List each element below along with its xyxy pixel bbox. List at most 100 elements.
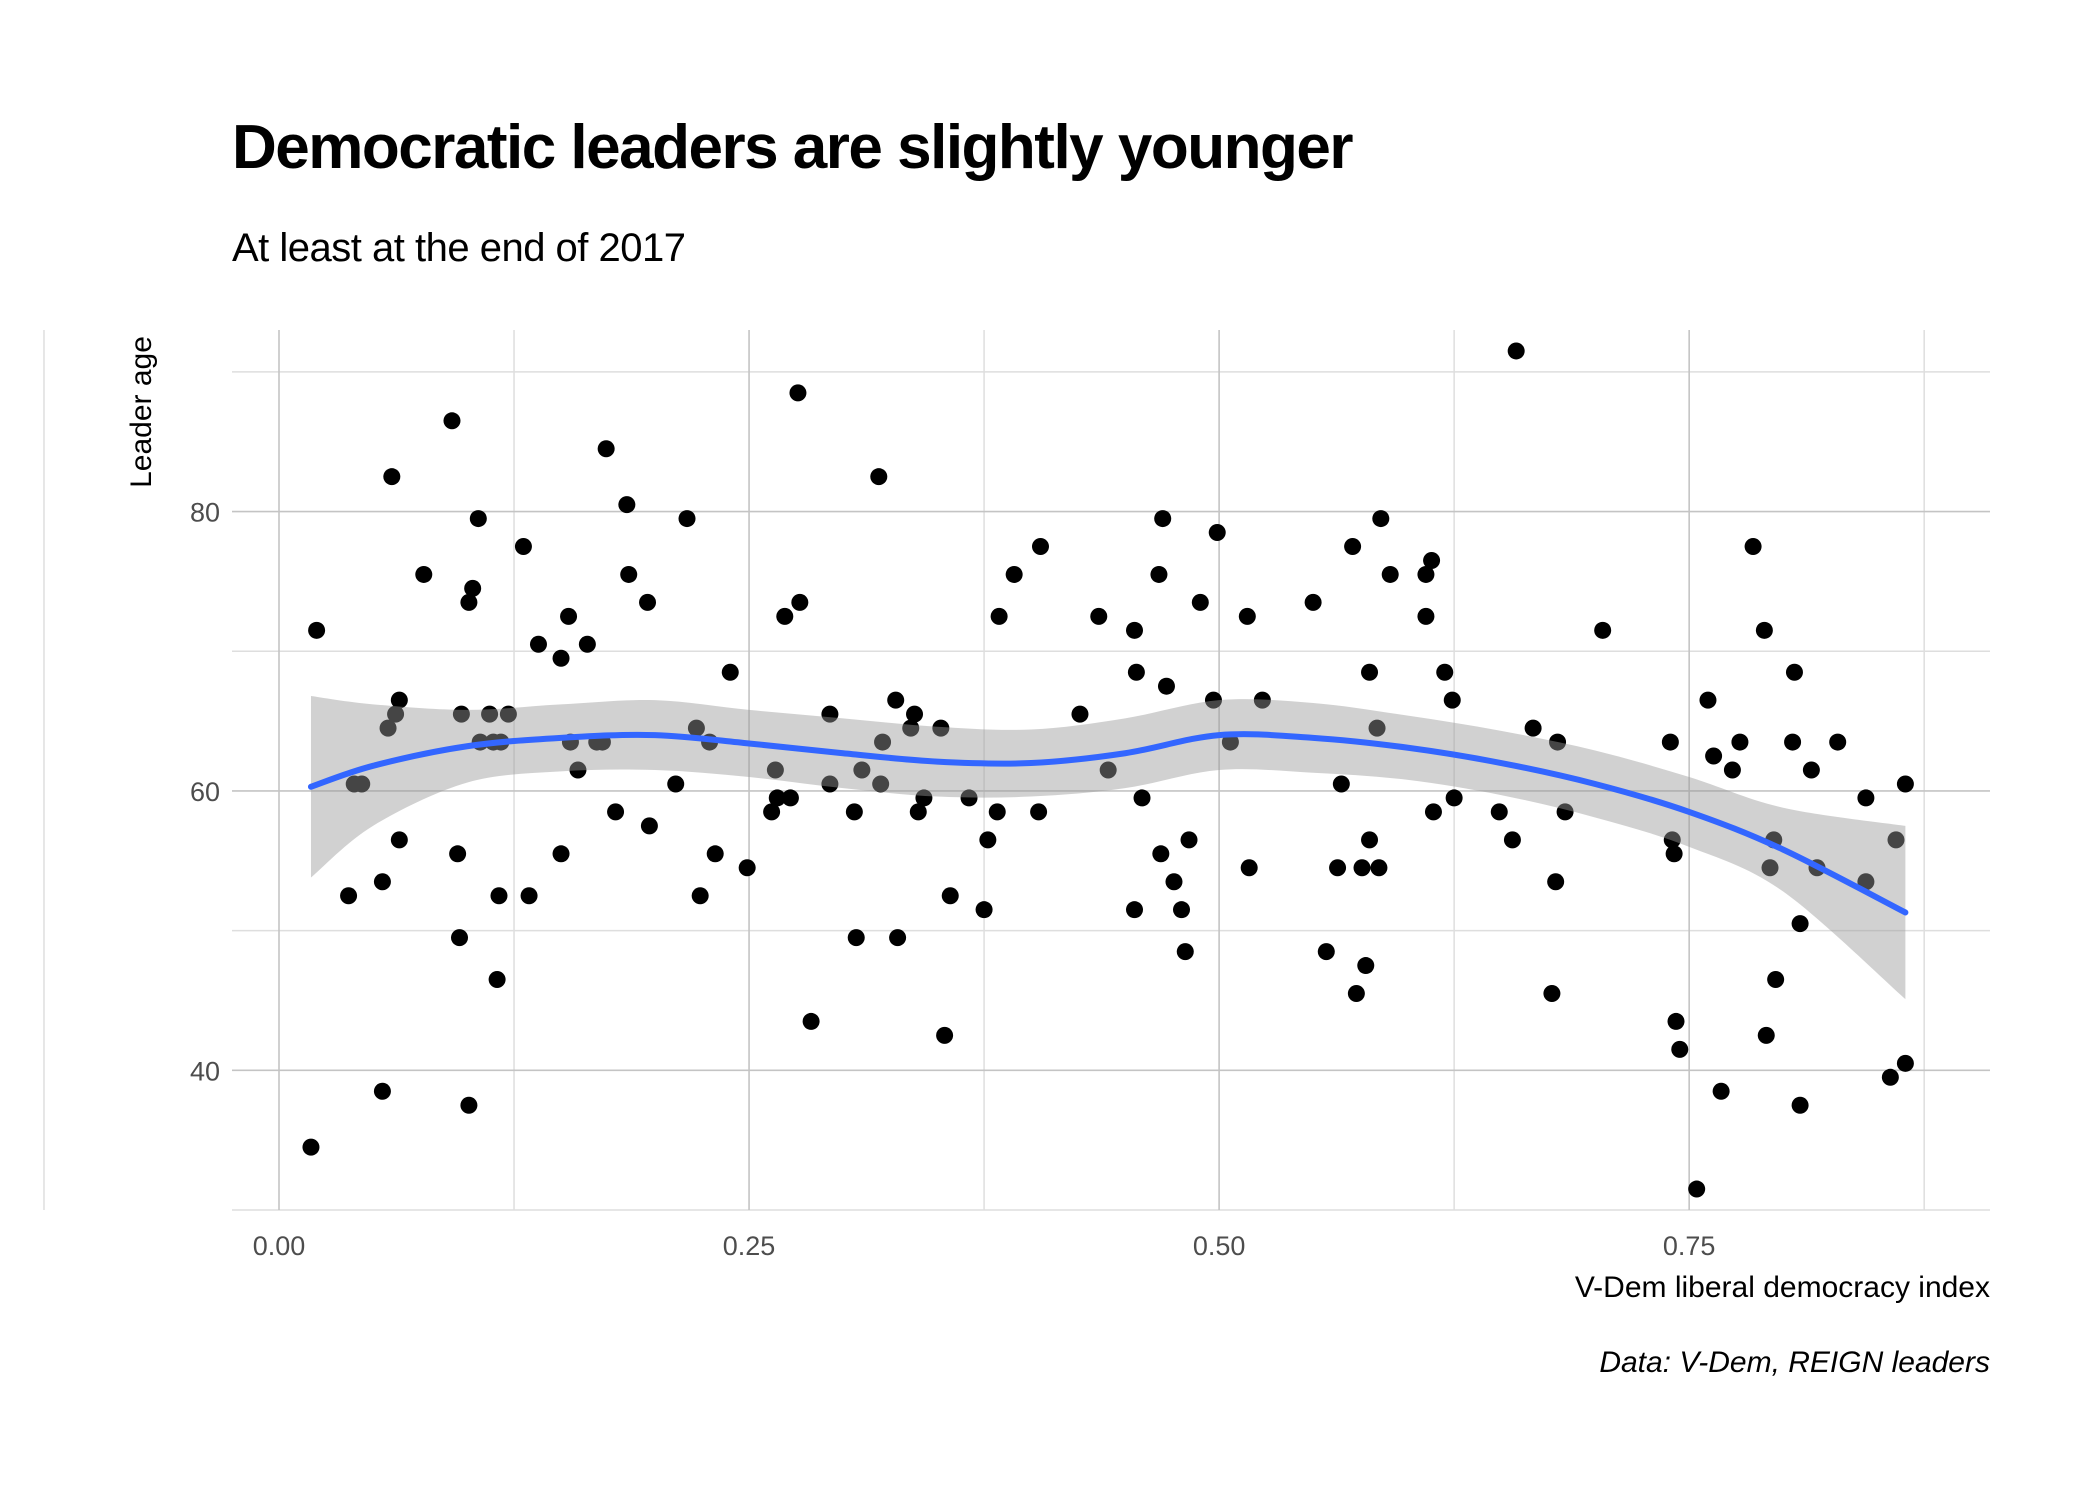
data-point	[1784, 733, 1802, 751]
data-point	[452, 705, 470, 723]
data-point	[1204, 691, 1222, 709]
x-tick-label: 0.00	[253, 1231, 306, 1261]
data-point	[1372, 510, 1390, 528]
data-point	[1507, 342, 1525, 360]
data-point	[578, 635, 596, 653]
data-point	[1417, 565, 1435, 583]
data-point	[791, 593, 809, 611]
data-point	[569, 761, 587, 779]
data-point	[1126, 901, 1144, 919]
data-point	[490, 887, 508, 905]
data-point	[1370, 859, 1388, 877]
data-point	[1304, 593, 1322, 611]
data-point	[960, 789, 978, 807]
data-point	[988, 803, 1006, 821]
data-point	[1208, 524, 1226, 542]
x-axis-tick-labels: 0.00 0.25 0.50 0.75	[253, 1231, 1716, 1261]
data-point	[1417, 607, 1435, 625]
data-point	[763, 803, 781, 821]
data-point	[1671, 1040, 1689, 1058]
data-point	[340, 887, 358, 905]
data-point	[975, 901, 993, 919]
data-point	[529, 635, 547, 653]
data-point	[766, 761, 784, 779]
data-point	[464, 579, 482, 597]
data-point	[640, 817, 658, 835]
data-point	[1731, 733, 1749, 751]
data-point	[1543, 984, 1561, 1002]
smooth-fit	[307, 695, 1909, 1000]
data-point	[1031, 538, 1049, 556]
data-point	[941, 887, 959, 905]
y-axis-tick-labels: 40 60 80	[190, 498, 220, 1087]
data-point	[1176, 943, 1194, 961]
data-point	[979, 831, 997, 849]
data-point	[1887, 831, 1905, 849]
data-point	[1423, 551, 1441, 569]
data-point	[552, 649, 570, 667]
data-point	[373, 873, 391, 891]
data-point	[1353, 859, 1371, 877]
data-point	[1099, 761, 1117, 779]
data-point	[821, 705, 839, 723]
data-point	[1791, 915, 1809, 933]
data-point	[1090, 607, 1108, 625]
data-point	[847, 929, 865, 947]
data-point	[1071, 705, 1089, 723]
data-point	[706, 845, 724, 863]
data-point	[678, 510, 696, 528]
data-point	[776, 607, 794, 625]
data-point	[721, 663, 739, 681]
data-point	[1767, 971, 1785, 989]
data-point	[1127, 663, 1145, 681]
data-point	[1665, 845, 1683, 863]
data-point	[802, 1012, 820, 1030]
x-tick-label: 0.75	[1663, 1231, 1716, 1261]
data-point	[1663, 831, 1681, 849]
data-point	[1424, 803, 1442, 821]
data-point	[1791, 1096, 1809, 1114]
data-point	[902, 719, 920, 737]
data-point	[560, 607, 578, 625]
x-axis-title: V-Dem liberal democracy index	[1575, 1271, 1990, 1304]
confidence-band	[310, 695, 1906, 1000]
data-point	[1154, 510, 1172, 528]
data-point	[443, 412, 461, 430]
data-point	[1445, 789, 1463, 807]
data-point	[1755, 621, 1773, 639]
data-point	[1368, 719, 1386, 737]
data-point	[1180, 831, 1198, 849]
data-point	[906, 705, 924, 723]
data-point	[1757, 1026, 1775, 1044]
data-point	[514, 538, 532, 556]
data-point	[1896, 1054, 1914, 1072]
data-point	[390, 831, 408, 849]
data-point	[1705, 747, 1723, 765]
data-point	[789, 384, 807, 402]
data-point	[889, 929, 907, 947]
data-point	[520, 887, 538, 905]
data-point	[1881, 1068, 1899, 1086]
x-tick-label: 0.25	[723, 1231, 776, 1261]
y-axis-title: Leader age	[125, 336, 158, 488]
data-point	[1549, 733, 1567, 751]
data-point	[1191, 593, 1209, 611]
data-point	[1744, 538, 1762, 556]
data-point	[1357, 957, 1375, 975]
data-point	[469, 510, 487, 528]
data-point	[1126, 621, 1144, 639]
data-point	[821, 775, 839, 793]
data-point	[415, 565, 433, 583]
data-point	[379, 719, 397, 737]
data-point	[1157, 677, 1175, 695]
data-point	[1005, 565, 1023, 583]
data-point	[1857, 873, 1875, 891]
minor-gridlines	[43, 330, 1990, 1211]
y-tick-label: 40	[190, 1056, 220, 1086]
data-point	[499, 705, 517, 723]
data-point	[1661, 733, 1679, 751]
data-point	[1667, 1012, 1685, 1030]
data-point	[460, 593, 478, 611]
y-tick-label: 60	[190, 777, 220, 807]
